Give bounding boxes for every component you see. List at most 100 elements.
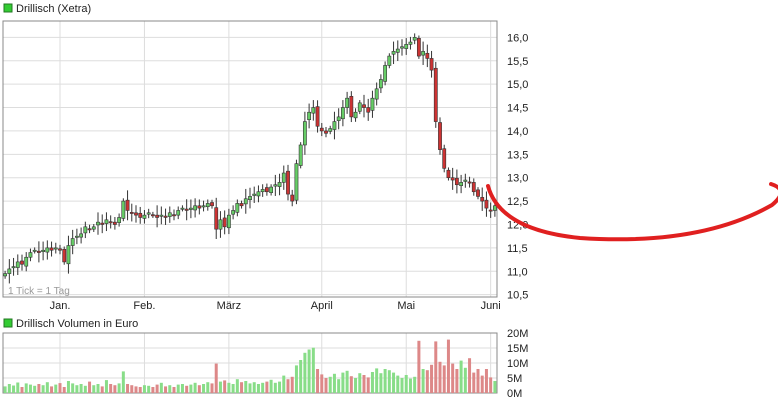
candle-body <box>159 214 164 217</box>
candle-body <box>74 235 79 238</box>
candle-body <box>264 187 269 193</box>
price-y-tick-label: 10,5 <box>507 290 528 302</box>
candle-body <box>134 212 138 216</box>
volume-bar <box>147 385 151 393</box>
price-x-tick-label: Feb. <box>133 300 155 312</box>
candle-body <box>146 212 151 215</box>
volume-bar <box>383 369 387 393</box>
candle-body <box>400 46 404 49</box>
volume-bar <box>62 387 66 393</box>
candle-body <box>281 172 286 183</box>
candle-body <box>138 212 143 218</box>
price-legend-square <box>3 3 13 13</box>
volume-bar <box>240 382 244 393</box>
volume-y-tick-label: 5M <box>507 373 522 385</box>
candle-body <box>357 102 362 112</box>
candle-body <box>438 122 442 150</box>
candle-body <box>108 221 113 224</box>
volume-y-tick-labels: 20M 15M 10M 5M 0M <box>507 328 528 400</box>
candle-body <box>100 222 105 225</box>
candle-body <box>294 163 299 201</box>
volume-bar <box>417 340 421 393</box>
volume-bar <box>294 365 298 393</box>
candle-body <box>408 41 413 45</box>
volume-bar <box>286 379 290 393</box>
candle-body <box>442 148 447 169</box>
candle-body <box>70 238 75 246</box>
price-y-tick-labels: 16,015,515,014,514,013,513,012,512,011,5… <box>507 32 528 301</box>
volume-bar <box>341 372 345 393</box>
candle-body <box>83 226 88 234</box>
candle-body <box>226 214 231 229</box>
candle-body <box>163 215 168 218</box>
candle-body <box>429 58 434 71</box>
candle-body <box>184 208 189 211</box>
volume-bar <box>282 375 286 393</box>
volume-bar <box>50 386 54 393</box>
candle-body <box>476 189 480 197</box>
volume-bar <box>71 383 75 393</box>
volume-bar <box>451 363 455 393</box>
volume-bar <box>392 372 396 393</box>
candle-body <box>467 181 472 184</box>
volume-bar <box>134 386 138 393</box>
volume-bar <box>197 385 201 393</box>
candle-body <box>286 170 290 195</box>
candle-body <box>49 247 54 251</box>
candle-body <box>243 198 248 205</box>
candle-body <box>391 51 396 55</box>
candle-body <box>155 214 160 218</box>
candle-body <box>421 51 426 56</box>
volume-y-tick-label: 0M <box>507 388 522 400</box>
volume-bar <box>189 384 193 393</box>
candle-body <box>32 249 37 252</box>
volume-bar <box>12 385 16 393</box>
volume-bar <box>41 385 45 393</box>
candle-body <box>315 106 320 127</box>
candle-body <box>383 65 388 82</box>
volume-bar <box>396 375 400 393</box>
candle-body <box>20 260 24 265</box>
volume-legend-square <box>3 318 13 328</box>
volume-bar <box>459 360 463 393</box>
candle-body <box>104 219 109 224</box>
candle-body <box>248 196 252 200</box>
volume-bar <box>37 384 41 393</box>
candle-body <box>205 203 210 208</box>
candle-body <box>180 207 185 210</box>
candle-body <box>273 184 278 187</box>
volume-bar <box>413 376 417 393</box>
volume-y-tick-label: 20M <box>507 328 528 340</box>
tick-note: 1 Tick = 1 Tag <box>8 286 70 297</box>
volume-bar <box>7 384 11 393</box>
candle-body <box>142 214 147 219</box>
candle-body <box>45 247 50 253</box>
volume-bar <box>117 383 121 393</box>
candle-body <box>370 97 375 111</box>
candle-body <box>58 248 62 251</box>
volume-bar <box>425 370 429 393</box>
volume-bar <box>408 378 412 393</box>
volume-bar <box>130 385 134 393</box>
volume-bar <box>290 376 294 393</box>
candle-body <box>404 44 409 49</box>
candle-body <box>172 214 176 217</box>
candle-body <box>362 104 366 108</box>
candle-body <box>328 128 333 132</box>
volume-bar <box>370 372 374 393</box>
price-y-tick-label: 14,0 <box>507 126 528 138</box>
volume-bar <box>434 341 438 393</box>
volume-bar <box>468 358 472 393</box>
price-x-tick-label: April <box>311 300 333 312</box>
candle-body <box>269 186 274 193</box>
candle-body <box>117 217 122 223</box>
volume-bar <box>33 385 37 393</box>
candle-body <box>332 121 337 130</box>
candle-body <box>463 179 468 182</box>
volume-bar <box>210 383 214 393</box>
candle-body <box>214 207 219 230</box>
price-y-tick-label: 11,5 <box>507 243 528 255</box>
volume-chart-title: Drillisch Volumen in Euro <box>16 318 138 330</box>
volume-bar <box>362 375 366 393</box>
candle-body <box>454 177 459 186</box>
